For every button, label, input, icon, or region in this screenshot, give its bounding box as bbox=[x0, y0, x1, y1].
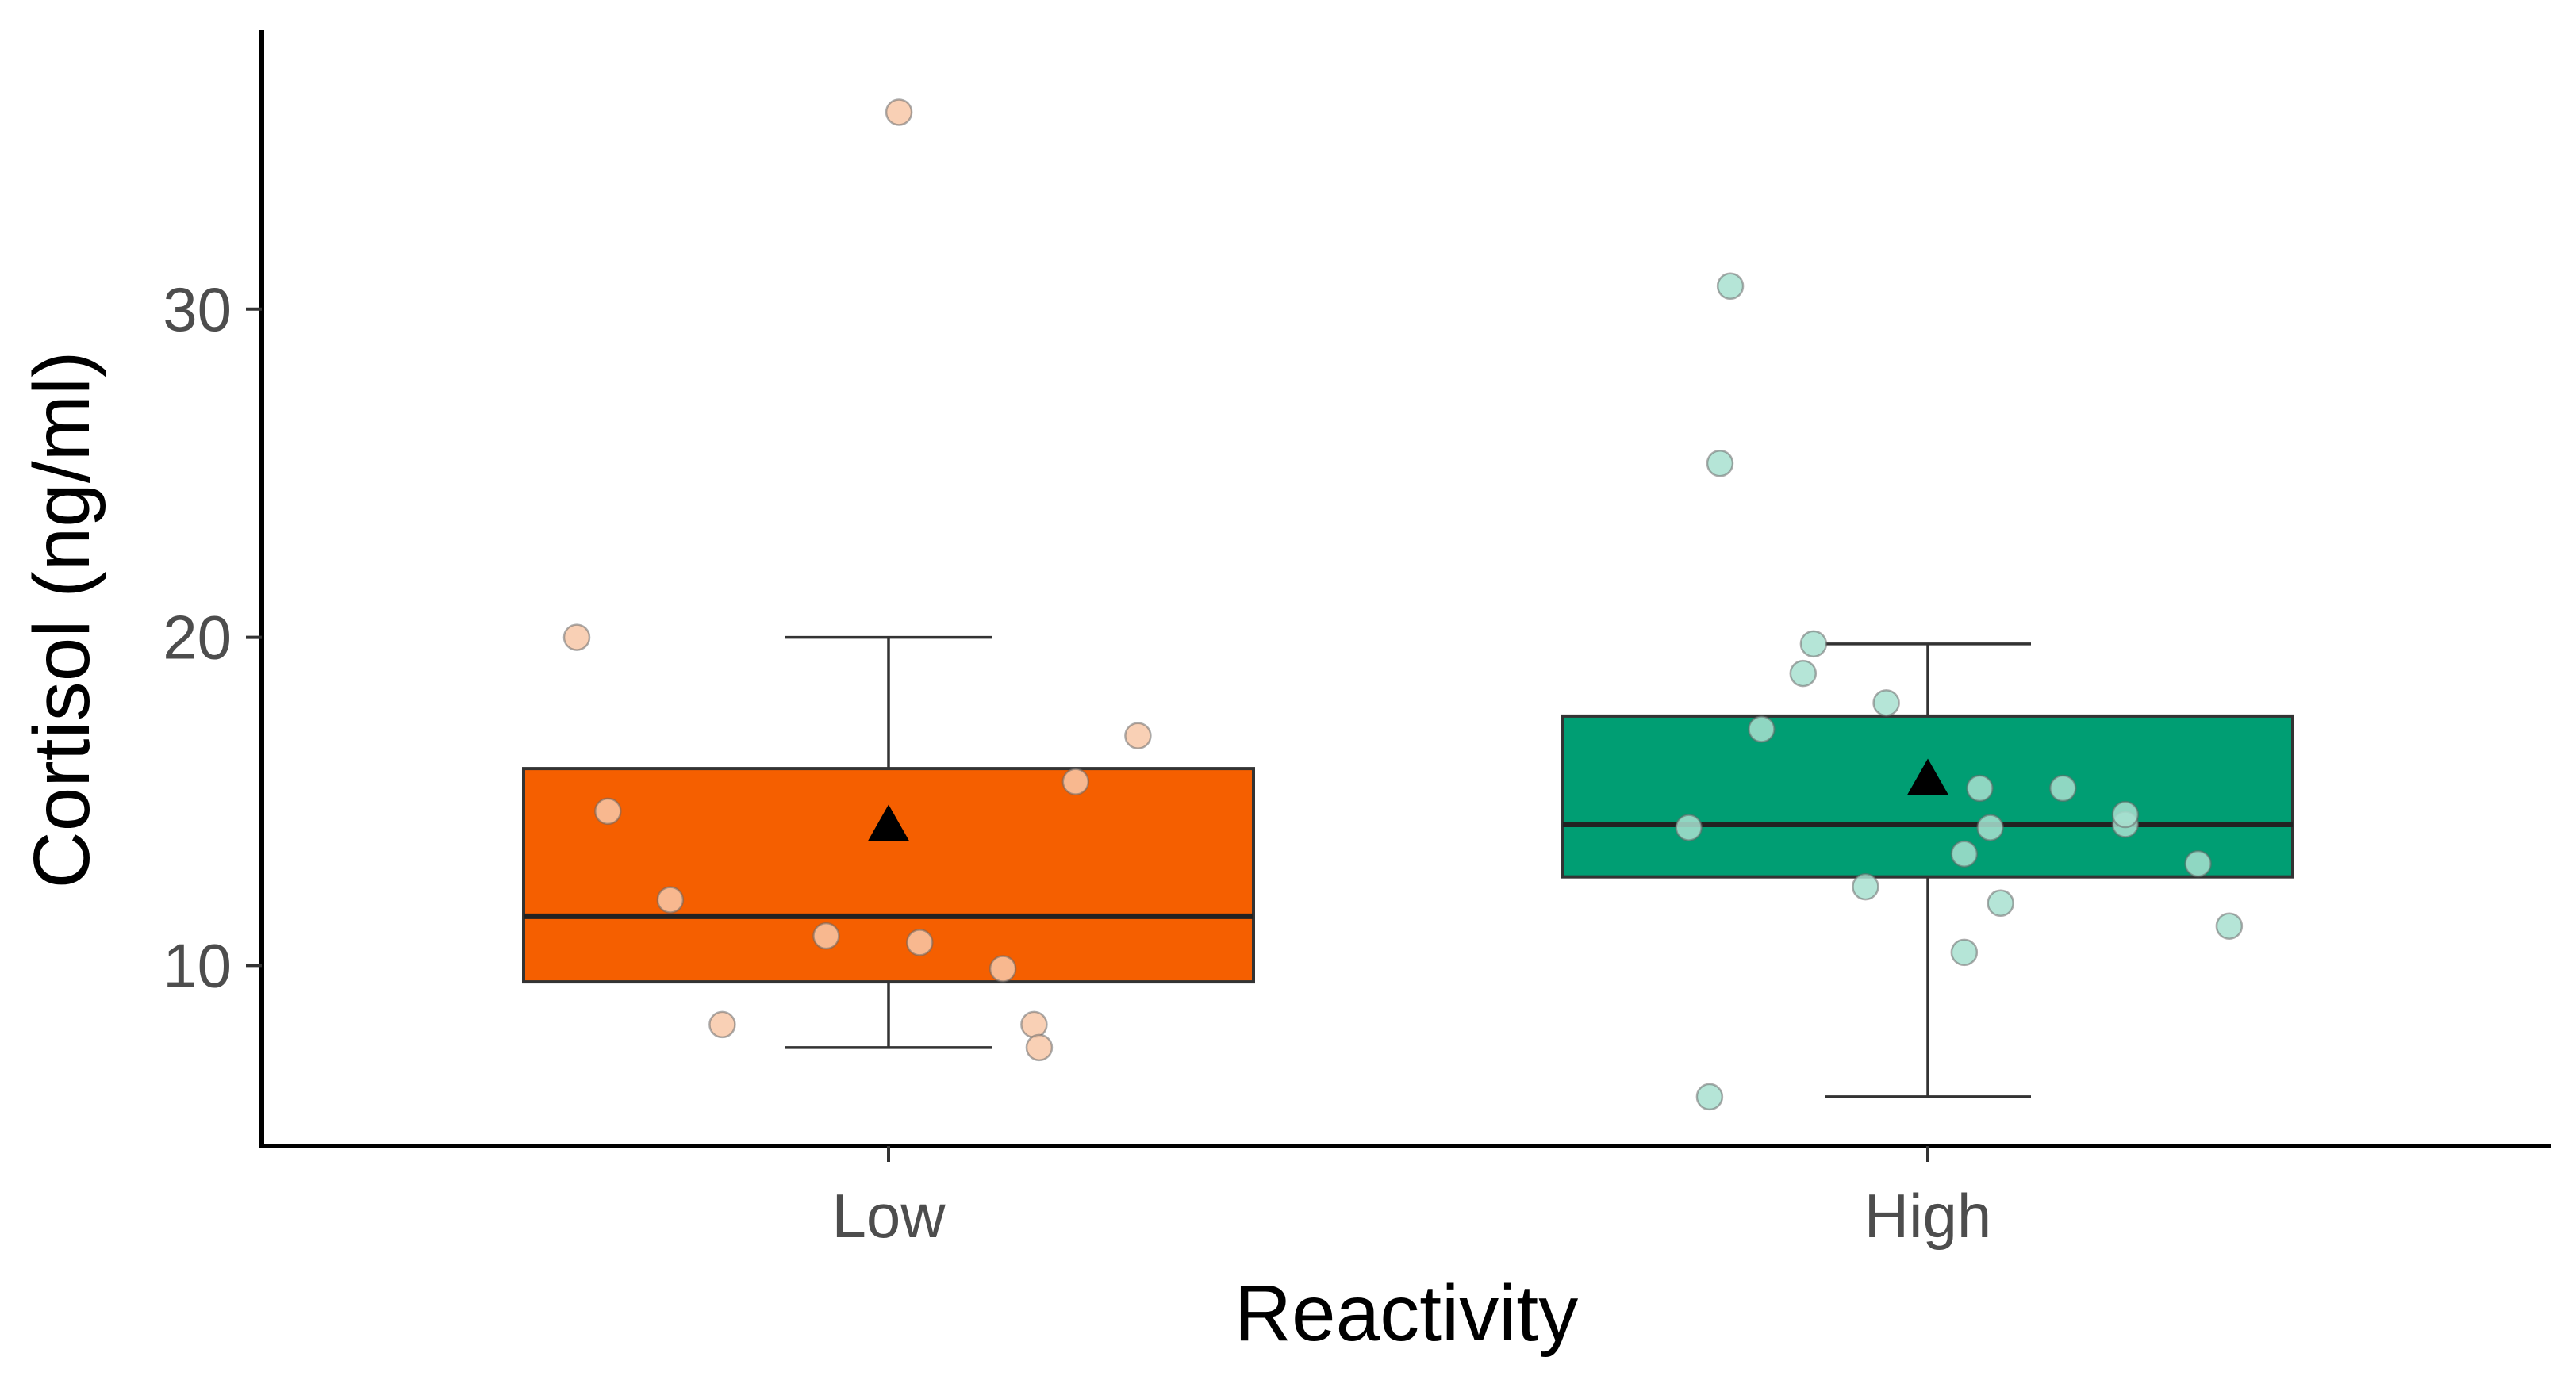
box-group-high bbox=[1561, 642, 2294, 1098]
data-point-high bbox=[1872, 689, 1900, 717]
data-point-low bbox=[812, 922, 840, 950]
data-point-low bbox=[708, 1010, 736, 1039]
y-tick-label: 20 bbox=[163, 603, 232, 673]
y-tick-label: 10 bbox=[163, 930, 232, 1000]
mean-marker-low bbox=[867, 804, 910, 841]
box-high bbox=[1561, 714, 2294, 879]
mean-marker-high bbox=[1906, 758, 1949, 795]
data-point-high bbox=[1799, 630, 1828, 658]
x-tick-label: High bbox=[1864, 1181, 1991, 1251]
y-axis-title: Cortisol (ng/ml) bbox=[17, 351, 106, 889]
data-point-high bbox=[2215, 912, 2244, 940]
boxes-layer bbox=[522, 635, 2294, 1098]
data-point-high bbox=[1789, 659, 1818, 688]
data-point-low bbox=[906, 929, 934, 956]
y-tick-label: 30 bbox=[163, 274, 232, 344]
data-point-high bbox=[1675, 814, 1703, 841]
data-point-low bbox=[562, 623, 591, 651]
data-point-low bbox=[594, 797, 622, 826]
data-point-high bbox=[1966, 774, 1994, 803]
means-layer bbox=[867, 758, 1949, 841]
data-point-high bbox=[1695, 1083, 1724, 1111]
points-layer bbox=[562, 98, 2244, 1111]
data-point-low bbox=[989, 955, 1017, 983]
data-point-high bbox=[1706, 449, 1734, 477]
data-point-high bbox=[1716, 272, 1745, 301]
axes-layer: 10 20 30 Low High bbox=[163, 30, 2551, 1251]
data-point-high bbox=[2111, 800, 2140, 829]
data-point-high bbox=[2184, 849, 2212, 878]
box-low bbox=[522, 767, 1255, 984]
data-point-high bbox=[1852, 872, 1879, 901]
data-point-high bbox=[1987, 889, 2014, 918]
data-point-high bbox=[2049, 774, 2077, 803]
x-tick-label: Low bbox=[831, 1181, 946, 1251]
data-point-low bbox=[885, 98, 913, 126]
data-point-high bbox=[1950, 840, 1979, 868]
data-point-low bbox=[656, 886, 685, 914]
data-point-low bbox=[1020, 1010, 1048, 1039]
data-point-low bbox=[1124, 722, 1152, 749]
x-axis-title: Reactivity bbox=[1234, 1269, 1578, 1358]
data-point-high bbox=[1976, 814, 2004, 841]
data-point-high bbox=[1748, 715, 1776, 743]
data-point-high bbox=[1950, 938, 1979, 967]
data-point-low bbox=[1025, 1033, 1054, 1062]
box-group-low bbox=[522, 635, 1255, 1049]
data-point-low bbox=[1061, 768, 1090, 795]
